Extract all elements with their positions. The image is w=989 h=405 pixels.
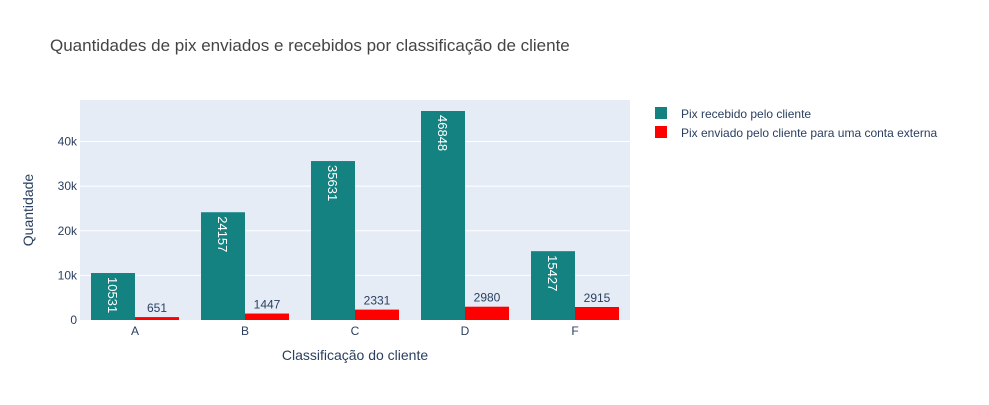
y-tick-label: 0: [70, 313, 77, 327]
bar-sent-D[interactable]: [465, 307, 509, 320]
data-label-received-D: 46848: [435, 115, 450, 151]
x-tick-label-D: D: [461, 324, 470, 338]
bar-sent-F[interactable]: [575, 307, 619, 320]
legend-swatch: [655, 107, 667, 119]
x-tick-label-C: C: [351, 324, 360, 338]
y-axis-title: Quantidade: [20, 174, 36, 247]
y-axis-ticks: 0 10k 20k 30k 40k: [58, 135, 78, 327]
data-label-received-B: 24157: [215, 216, 230, 252]
data-label-received-A: 10531: [105, 277, 120, 313]
data-label-sent-F: 2915: [584, 291, 611, 305]
x-tick-label-B: B: [241, 324, 249, 338]
legend-item-received[interactable]: Pix recebido pelo cliente: [655, 107, 811, 121]
y-tick-label: 20k: [58, 224, 78, 238]
data-label-received-C: 35631: [325, 165, 340, 201]
y-tick-label: 10k: [58, 268, 78, 282]
legend-label: Pix enviado pelo cliente para uma conta …: [681, 126, 937, 140]
bar-sent-B[interactable]: [245, 314, 289, 320]
legend[interactable]: Pix recebido pelo cliente Pix enviado pel…: [655, 107, 937, 140]
bar-sent-C[interactable]: [355, 310, 399, 320]
chart-title: Quantidades de pix enviados e recebidos …: [50, 36, 570, 55]
bar-sent-A[interactable]: [135, 317, 179, 320]
x-tick-label-F: F: [571, 324, 578, 338]
data-label-sent-B: 1447: [254, 298, 281, 312]
legend-label: Pix recebido pelo cliente: [681, 107, 811, 121]
y-tick-label: 30k: [58, 179, 78, 193]
legend-item-sent[interactable]: Pix enviado pelo cliente para uma conta …: [655, 126, 937, 140]
x-axis-title: Classificação do cliente: [282, 347, 429, 363]
data-label-sent-C: 2331: [364, 294, 391, 308]
data-label-sent-D: 2980: [474, 291, 501, 305]
legend-swatch: [655, 126, 667, 138]
y-tick-label: 40k: [58, 135, 78, 149]
data-label-received-F: 15427: [545, 255, 560, 291]
x-tick-label-A: A: [131, 324, 139, 338]
data-label-sent-A: 651: [147, 301, 167, 315]
